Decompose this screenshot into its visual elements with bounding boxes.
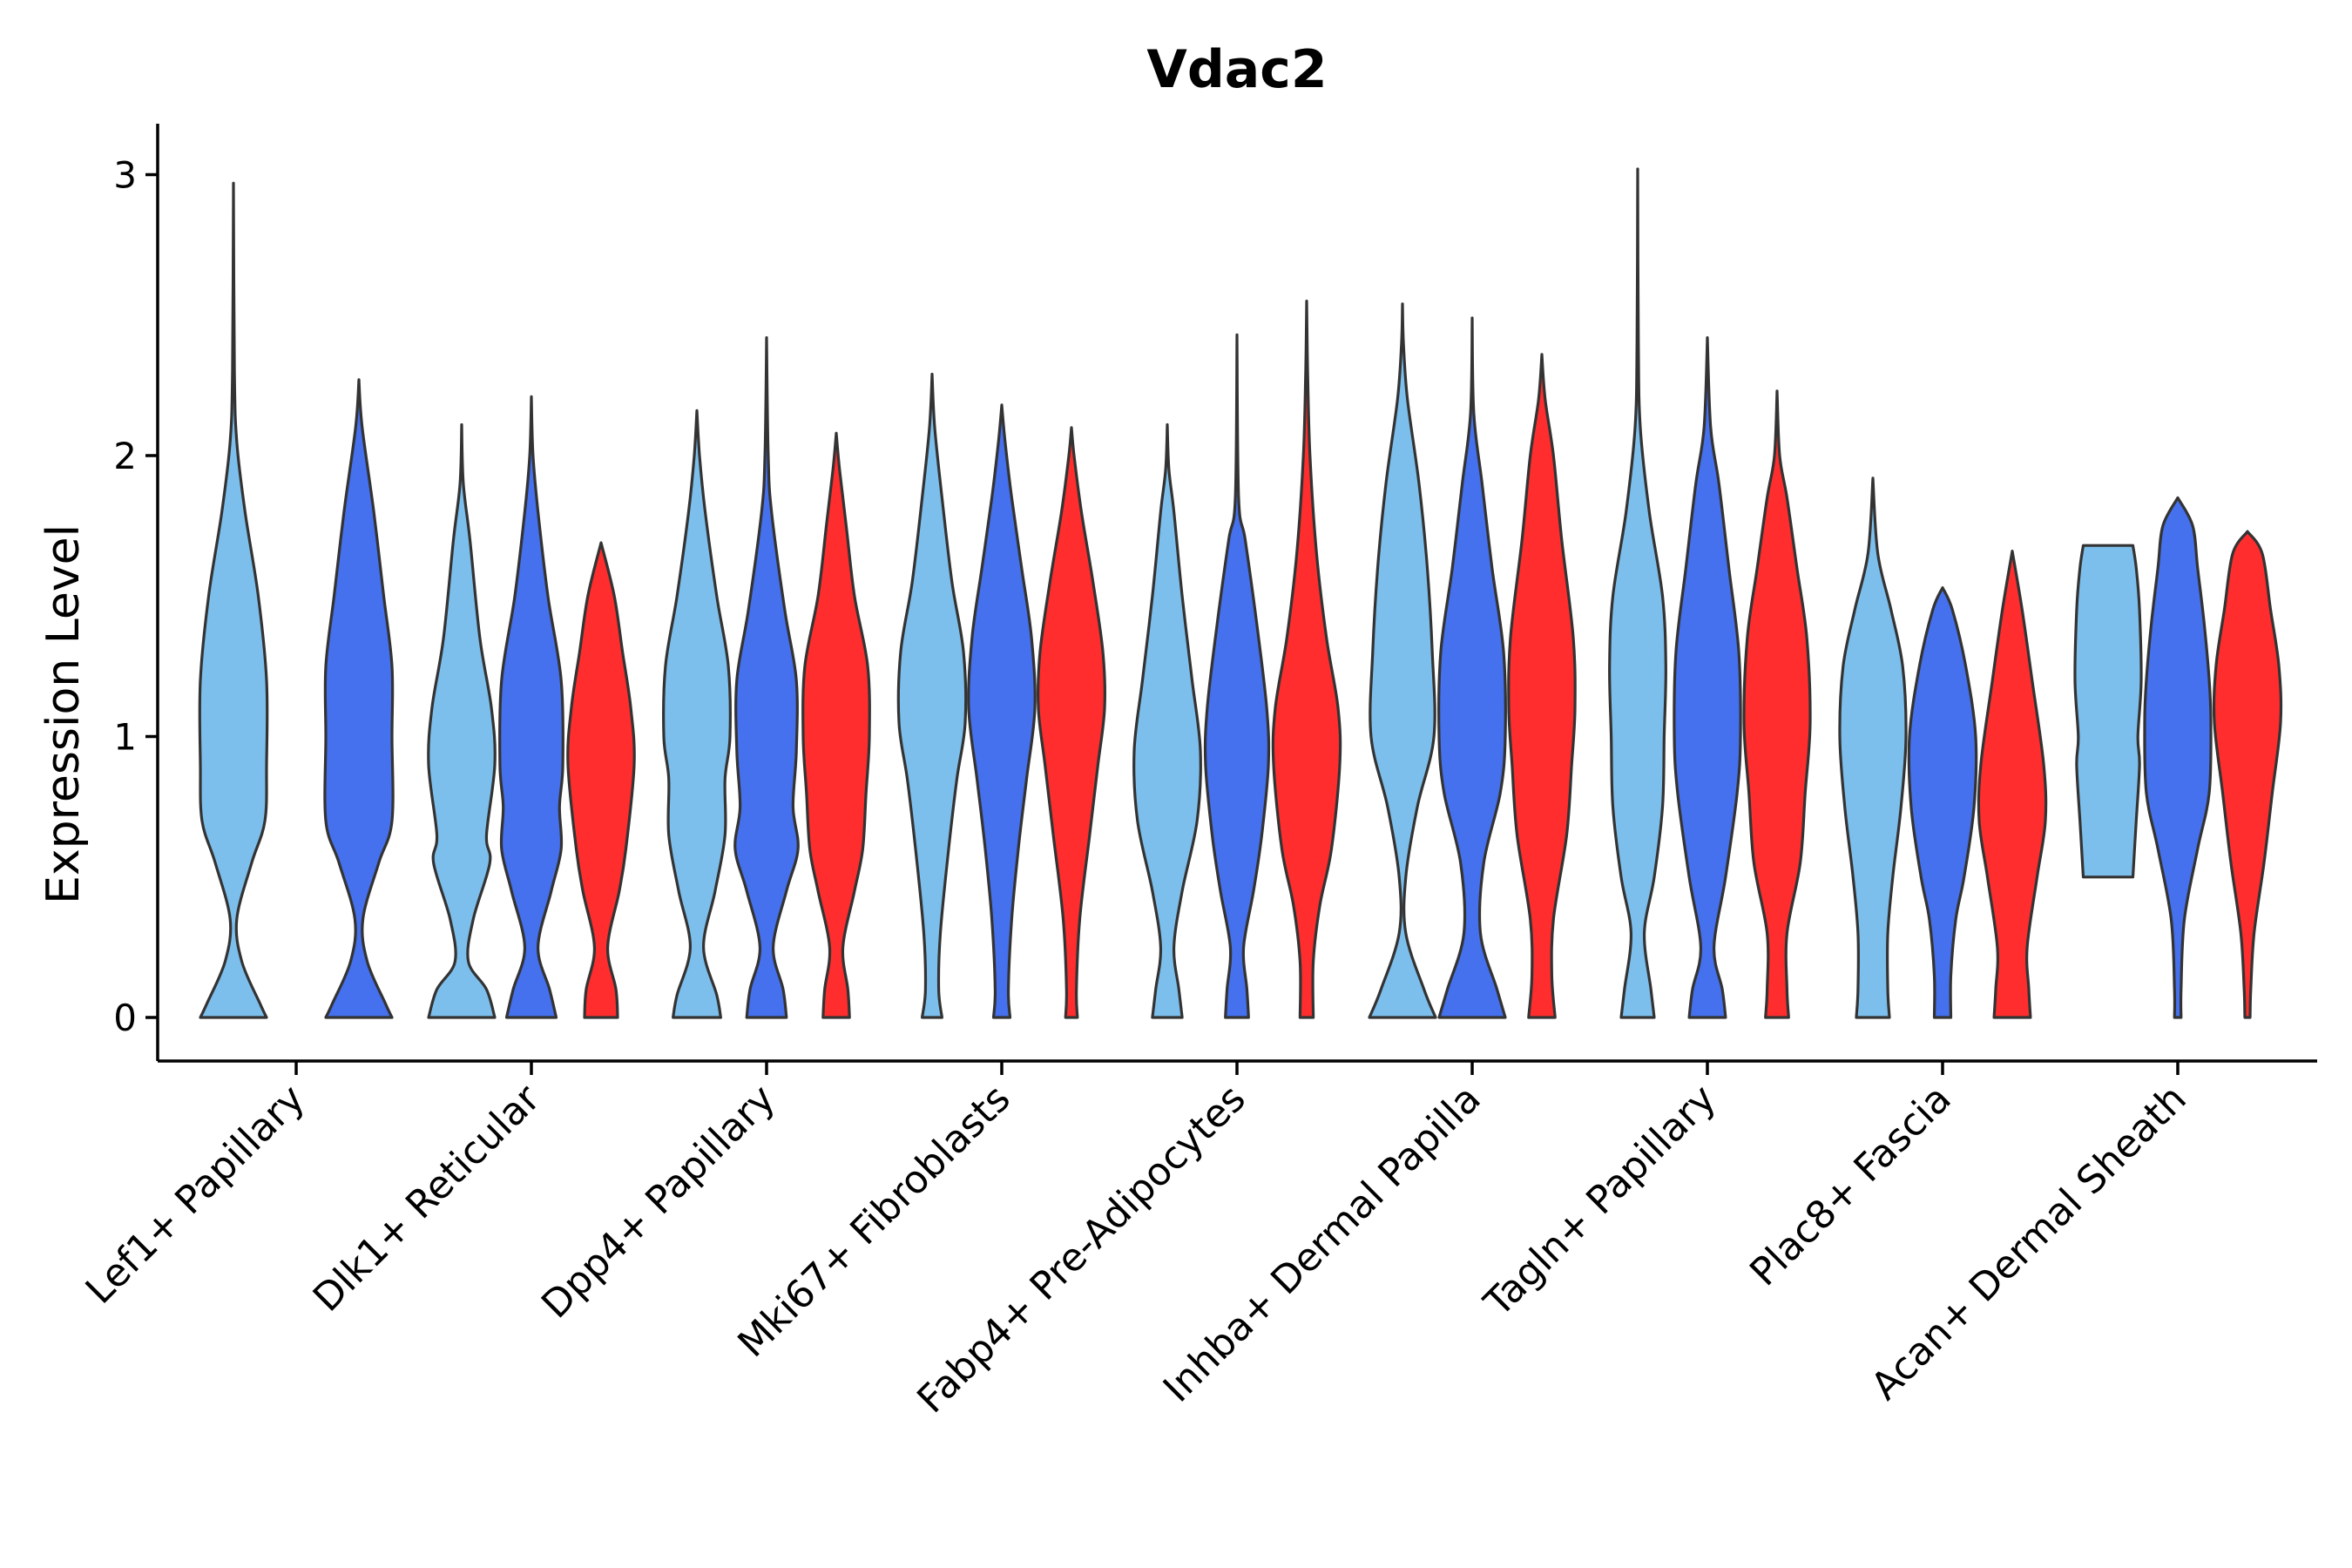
violin-5-0 [1368,302,1437,1019]
violin-7-0 [1838,476,1908,1019]
x-category-label: Lef1+ Papillary [78,1077,314,1313]
y-ticks: 0 1 2 3 [113,154,158,1039]
violin-3-0 [896,372,968,1019]
y-tick-label: 1 [113,716,137,759]
violin-1-1 [498,395,564,1019]
violin-5-2 [1507,353,1577,1019]
violin-3-1 [967,403,1037,1019]
x-category-label: Dpp4+ Papillary [533,1077,784,1328]
violin-4-0 [1132,422,1202,1019]
violin-1-0 [427,422,497,1019]
violin-layer [198,167,2283,1019]
x-category-label: Plac8+ Fascia [1741,1077,1960,1295]
violin-1-2 [566,541,636,1019]
violin-4-2 [1271,300,1342,1019]
violin-3-2 [1036,426,1107,1019]
y-tick-label: 3 [113,154,137,197]
violin-7-2 [1977,550,2048,1019]
y-axis-label: Expression Level [37,524,90,904]
violin-8-1 [2143,496,2213,1019]
violin-8-0 [2073,544,2143,879]
violin-2-1 [733,336,800,1019]
violin-0-1 [323,378,395,1019]
y-tick-label: 2 [113,435,137,477]
x-category-label: Dlk1+ Reticular [305,1076,550,1321]
x-category-label: Tagln+ Papillary [1476,1077,1725,1326]
y-tick-label: 0 [113,997,137,1039]
violin-5-1 [1437,316,1507,1019]
violin-0-0 [198,181,269,1019]
chart-title: Vdac2 [1146,39,1327,100]
violin-6-2 [1742,389,1812,1019]
violin-6-1 [1673,336,1742,1019]
violin-2-2 [801,431,871,1019]
violin-8-2 [2212,530,2283,1019]
violin-7-1 [1907,586,1978,1019]
violin-2-0 [662,409,732,1019]
violin-6-0 [1608,167,1667,1019]
violin-4-1 [1203,333,1271,1019]
